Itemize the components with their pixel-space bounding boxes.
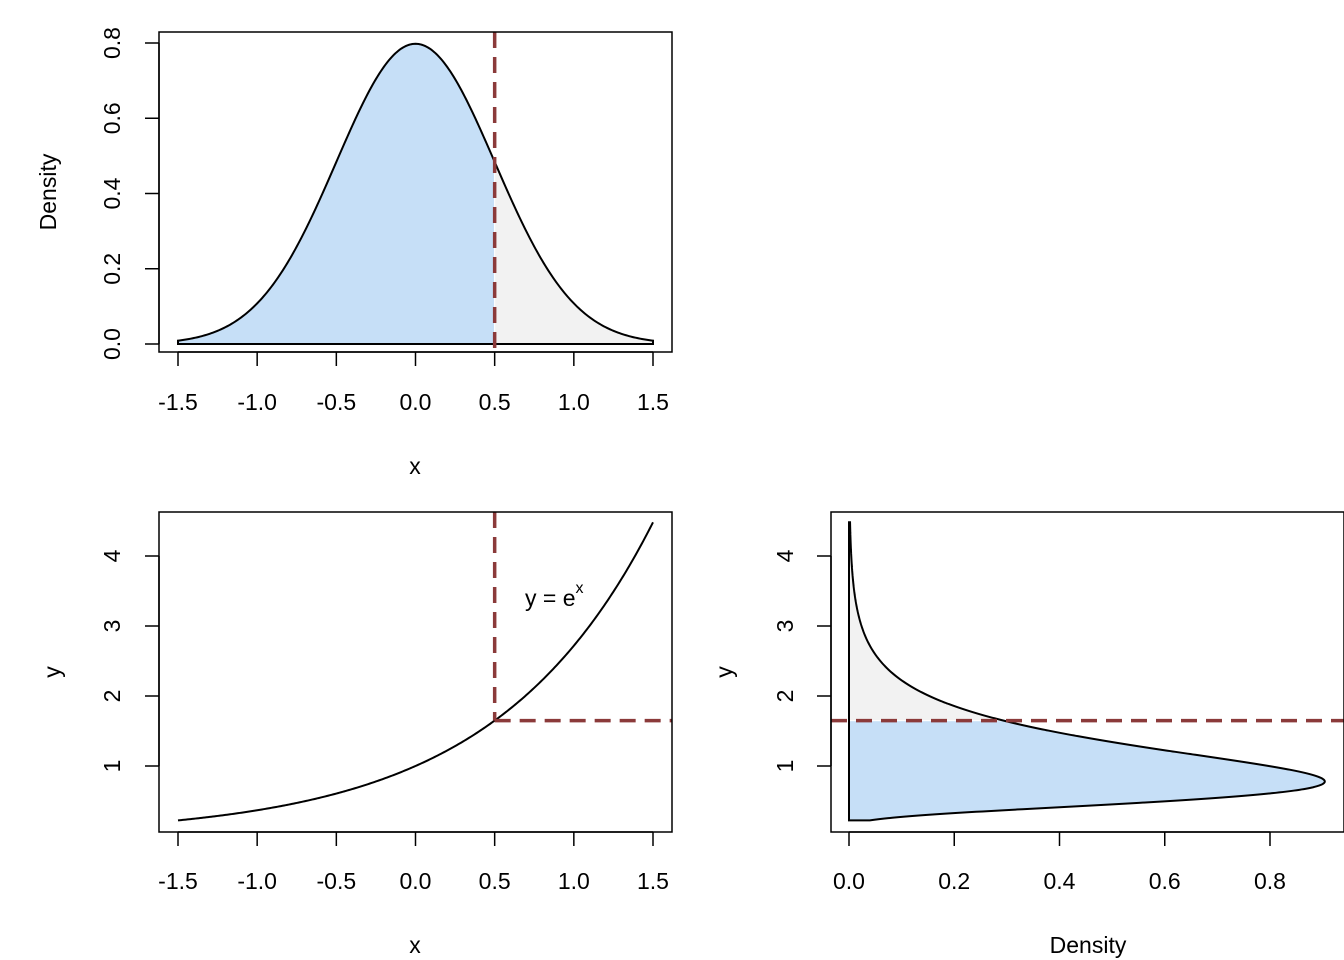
- x-tick-label: 0.6: [1149, 868, 1181, 894]
- y-tick-label: 2: [772, 690, 798, 703]
- x-tick-label: -1.5: [158, 389, 198, 415]
- x-tick-label: 1.5: [637, 389, 669, 415]
- panel-bottom-right: [817, 511, 1344, 846]
- x-tick-label: 0.0: [400, 868, 432, 894]
- x-tick-label: 0.5: [479, 868, 511, 894]
- y-axis-label: Density: [35, 153, 61, 230]
- area-above-cutoff: [848, 521, 1004, 722]
- exp-curve: [177, 521, 654, 822]
- panel-top-left: [145, 31, 673, 366]
- x-tick-label: -0.5: [317, 389, 357, 415]
- x-tick-label: -1.0: [237, 868, 277, 894]
- density-curve: [177, 42, 654, 345]
- x-tick-label: -0.5: [317, 868, 357, 894]
- curve-annotation: y = ex: [525, 580, 584, 612]
- y-tick-label: 0.0: [99, 328, 125, 360]
- y-tick-label: 1: [99, 760, 125, 773]
- area-below-cutoff: [177, 43, 496, 345]
- y-tick-label: 0.6: [99, 102, 125, 134]
- panel-bottom-left: y = ex: [145, 511, 673, 846]
- x-axis-label: x: [409, 453, 421, 479]
- y-axis-label: y: [39, 666, 65, 678]
- x-axis-label: Density: [1050, 932, 1127, 958]
- y-tick-label: 1: [772, 760, 798, 773]
- x-tick-label: -1.5: [158, 868, 198, 894]
- x-tick-label: 0.0: [833, 868, 865, 894]
- x-tick-label: 1.5: [637, 868, 669, 894]
- x-axis-label: x: [409, 932, 421, 958]
- density-curve: [848, 521, 1326, 822]
- y-tick-label: 3: [99, 620, 125, 633]
- plot-box: [158, 511, 673, 833]
- x-tick-label: 0.4: [1044, 868, 1076, 894]
- y-tick-label: 2: [99, 690, 125, 703]
- y-tick-label: 0.8: [99, 27, 125, 59]
- y-tick-label: 0.4: [99, 177, 125, 209]
- x-tick-label: 0.2: [938, 868, 970, 894]
- x-tick-label: 1.0: [558, 389, 590, 415]
- y-tick-label: 0.2: [99, 253, 125, 285]
- y-tick-label: 4: [772, 549, 798, 562]
- area-above-cutoff: [494, 161, 654, 345]
- y-axis-label: y: [711, 666, 737, 678]
- x-tick-label: 0.0: [400, 389, 432, 415]
- x-tick-label: -1.0: [237, 389, 277, 415]
- x-tick-label: 0.8: [1254, 868, 1286, 894]
- y-tick-label: 3: [772, 620, 798, 633]
- y-tick-label: 4: [99, 549, 125, 562]
- x-tick-label: 1.0: [558, 868, 590, 894]
- x-tick-label: 0.5: [479, 389, 511, 415]
